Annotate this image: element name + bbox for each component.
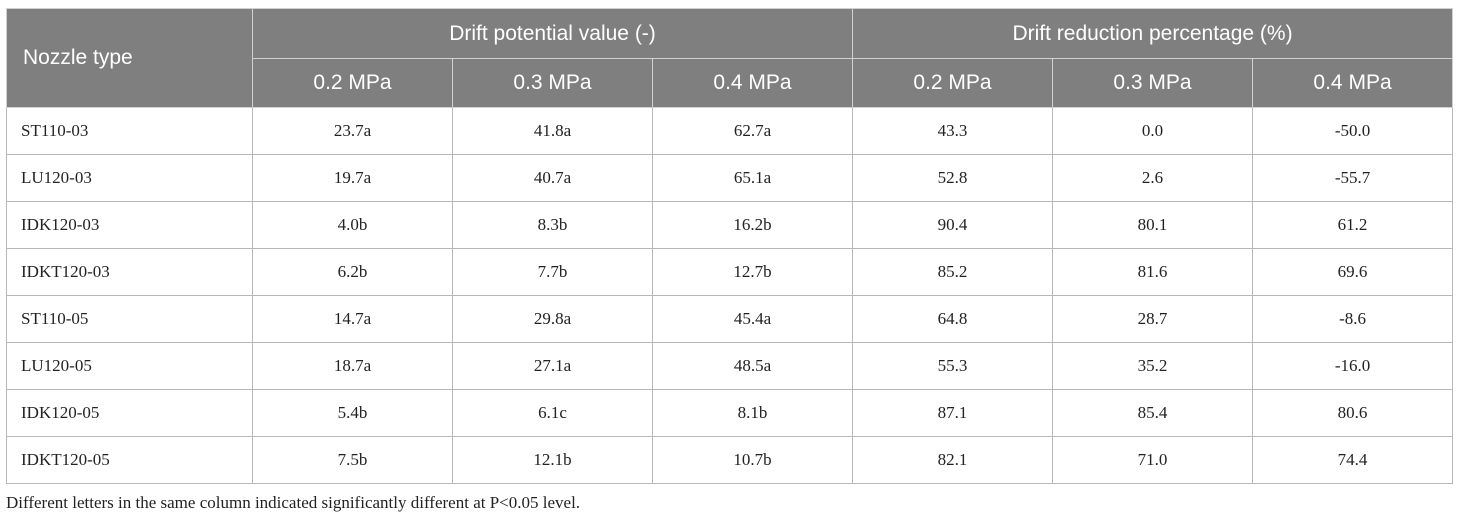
nozzle-type-cell: IDKT120-05 [6, 436, 253, 484]
drift-reduction-cell: -55.7 [1252, 154, 1454, 202]
nozzle-type-cell: LU120-05 [6, 342, 253, 390]
drift-reduction-cell: 85.2 [852, 248, 1054, 296]
table-header: Nozzle type Drift potential value (-) Dr… [6, 8, 1454, 108]
drift-potential-cell: 10.7b [651, 436, 854, 484]
drift-potential-cell: 7.5b [252, 436, 453, 484]
drift-reduction-cell: 81.6 [1052, 248, 1254, 296]
drift-potential-cell: 8.3b [452, 201, 653, 249]
drift-potential-cell: 4.0b [252, 201, 453, 249]
drift-reduction-cell: 90.4 [852, 201, 1054, 249]
drift-potential-cell: 12.7b [651, 248, 854, 296]
header-row-groups: Nozzle type Drift potential value (-) Dr… [6, 8, 1454, 108]
drift-reduction-cell: 55.3 [852, 342, 1054, 390]
drift-potential-cell: 41.8a [452, 107, 653, 155]
drift-potential-cell: 7.7b [452, 248, 653, 296]
table-container: Nozzle type Drift potential value (-) Dr… [6, 8, 1454, 513]
group-header-drift-potential: Drift potential value (-) [251, 8, 854, 59]
drift-potential-cell: 19.7a [252, 154, 453, 202]
drift-reduction-cell: 64.8 [852, 295, 1054, 343]
drift-reduction-cell: -50.0 [1252, 107, 1454, 155]
drift-reduction-cell: 85.4 [1052, 389, 1254, 437]
header-row-pressures: 0.2 MPa 0.3 MPa 0.4 MPa 0.2 MPa 0.3 MPa … [7, 58, 1454, 108]
drift-potential-cell: 6.2b [252, 248, 453, 296]
pressure-header: 0.2 MPa [252, 58, 453, 108]
drift-reduction-cell: 80.6 [1252, 389, 1454, 437]
drift-potential-cell: 65.1a [651, 154, 854, 202]
nozzle-type-cell: IDKT120-03 [6, 248, 253, 296]
drift-reduction-cell: 28.7 [1052, 295, 1254, 343]
drift-potential-cell: 8.1b [651, 389, 854, 437]
drift-potential-cell: 12.1b [452, 436, 653, 484]
drift-potential-cell: 62.7a [651, 107, 854, 155]
drift-reduction-cell: 69.6 [1252, 248, 1454, 296]
column-header-nozzle-type: Nozzle type [6, 8, 253, 108]
pressure-header: 0.2 MPa [852, 58, 1054, 108]
drift-potential-cell: 40.7a [452, 154, 653, 202]
table-footnote: Different letters in the same column ind… [6, 493, 581, 512]
drift-potential-cell: 14.7a [252, 295, 453, 343]
drift-reduction-cell: 87.1 [852, 389, 1054, 437]
drift-reduction-cell: 74.4 [1252, 436, 1454, 484]
table-body: ST110-03 23.7a 41.8a 62.7a 43.3 0.0 -50.0 LU120… [6, 107, 1454, 484]
drift-reduction-cell: 71.0 [1052, 436, 1254, 484]
drift-potential-cell: 29.8a [452, 295, 653, 343]
pressure-header: 0.4 MPa [651, 58, 854, 108]
pressure-header: 0.3 MPa [1052, 58, 1254, 108]
table-row: LU120-03 19.7a 40.7a 65.1a 52.8 2.6 -55.7 [6, 154, 1454, 202]
drift-reduction-cell: 43.3 [852, 107, 1054, 155]
table-row: ST110-05 14.7a 29.8a 45.4a 64.8 28.7 -8.6 [6, 295, 1454, 343]
nozzle-type-cell: LU120-03 [6, 154, 253, 202]
drift-potential-cell: 27.1a [452, 342, 653, 390]
drift-table: Nozzle type Drift potential value (-) Dr… [6, 8, 1454, 484]
drift-potential-cell: 5.4b [252, 389, 453, 437]
table-row: ST110-03 23.7a 41.8a 62.7a 43.3 0.0 -50.0 [6, 107, 1454, 155]
drift-potential-cell: 48.5a [651, 342, 854, 390]
nozzle-type-cell: IDK120-03 [6, 201, 253, 249]
drift-reduction-cell: 80.1 [1052, 201, 1254, 249]
nozzle-type-cell: ST110-03 [6, 107, 253, 155]
pressure-header: 0.4 MPa [1252, 58, 1454, 108]
table-row: IDKT120-05 7.5b 12.1b 10.7b 82.1 71.0 74.4 [6, 436, 1454, 484]
drift-reduction-cell: -16.0 [1252, 342, 1454, 390]
nozzle-type-cell: IDK120-05 [6, 389, 253, 437]
drift-reduction-cell: 35.2 [1052, 342, 1254, 390]
pressure-header: 0.3 MPa [452, 58, 653, 108]
table-row: LU120-05 18.7a 27.1a 48.5a 55.3 35.2 -16.0 [6, 342, 1454, 390]
drift-potential-cell: 45.4a [651, 295, 854, 343]
drift-reduction-cell: 0.0 [1052, 107, 1254, 155]
group-header-drift-reduction: Drift reduction percentage (%) [852, 8, 1454, 59]
drift-potential-cell: 6.1c [452, 389, 653, 437]
table-row: IDK120-03 4.0b 8.3b 16.2b 90.4 80.1 61.2 [6, 201, 1454, 249]
drift-potential-cell: 23.7a [252, 107, 453, 155]
drift-reduction-cell: 61.2 [1252, 201, 1454, 249]
drift-potential-cell: 18.7a [252, 342, 453, 390]
table-row: IDKT120-03 6.2b 7.7b 12.7b 85.2 81.6 69.6 [6, 248, 1454, 296]
drift-potential-cell: 16.2b [651, 201, 854, 249]
drift-reduction-cell: 52.8 [852, 154, 1054, 202]
drift-reduction-cell: 82.1 [852, 436, 1054, 484]
nozzle-type-cell: ST110-05 [6, 295, 253, 343]
table-row: IDK120-05 5.4b 6.1c 8.1b 87.1 85.4 80.6 [6, 389, 1454, 437]
drift-reduction-cell: -8.6 [1252, 295, 1454, 343]
drift-reduction-cell: 2.6 [1052, 154, 1254, 202]
